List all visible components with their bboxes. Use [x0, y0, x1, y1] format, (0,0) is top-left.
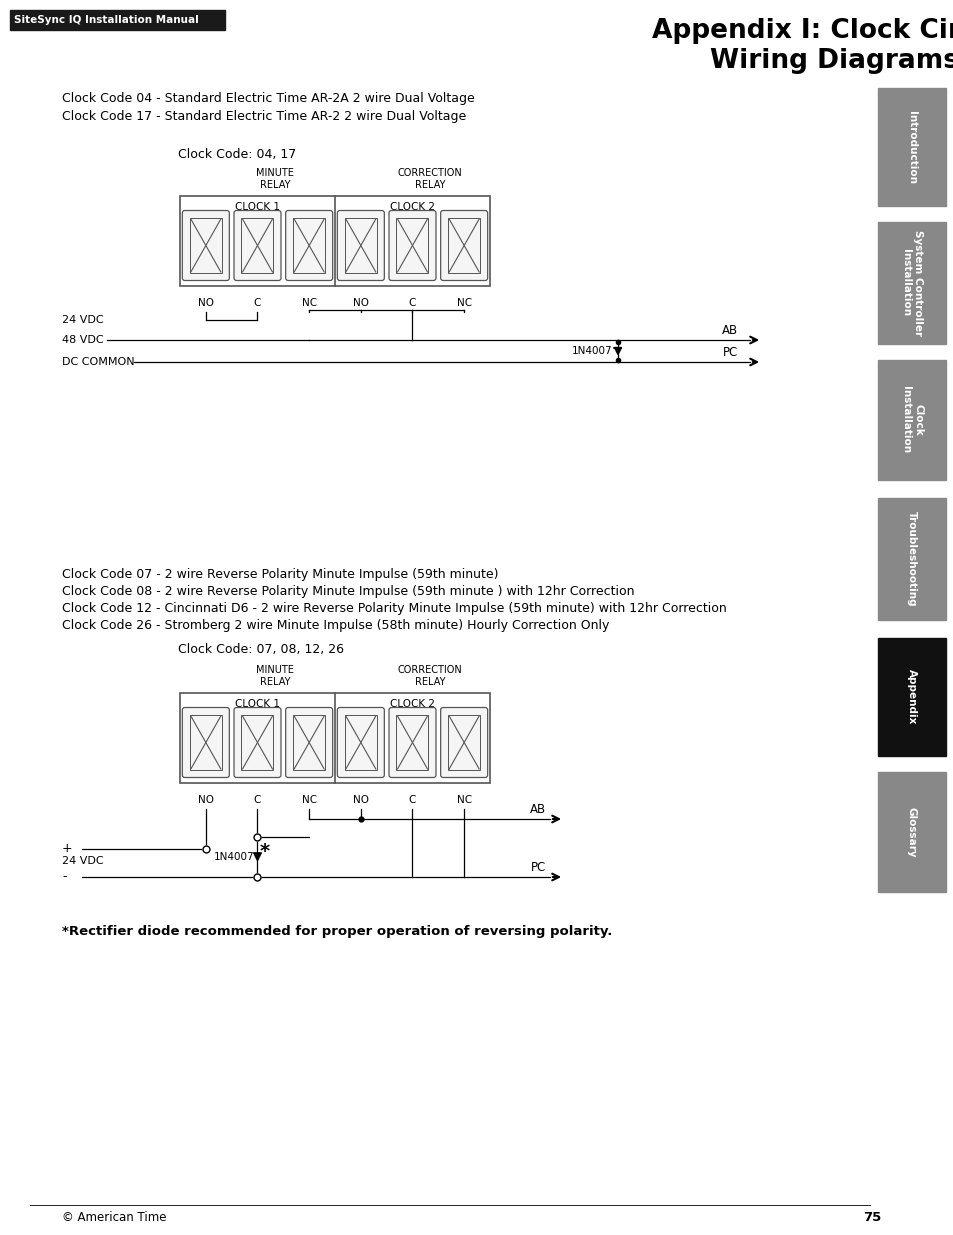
Text: Introduction: Introduction — [906, 110, 916, 184]
Text: NC: NC — [456, 298, 471, 308]
Text: Clock Code 12 - Cincinnati D6 - 2 wire Reverse Polarity Minute Impulse (59th min: Clock Code 12 - Cincinnati D6 - 2 wire R… — [62, 601, 726, 615]
Bar — [877, 222, 945, 345]
Text: PC: PC — [722, 346, 738, 359]
Text: C: C — [409, 795, 416, 805]
FancyBboxPatch shape — [440, 708, 487, 778]
Text: -: - — [62, 871, 67, 883]
Bar — [877, 498, 945, 620]
Text: Clock Code: 04, 17: Clock Code: 04, 17 — [178, 148, 296, 161]
Text: NC: NC — [456, 795, 471, 805]
Text: Wiring Diagrams: Wiring Diagrams — [710, 48, 953, 74]
Text: RELAY: RELAY — [259, 677, 290, 687]
Text: Clock Code 08 - 2 wire Reverse Polarity Minute Impulse (59th minute ) with 12hr : Clock Code 08 - 2 wire Reverse Polarity … — [62, 585, 634, 598]
FancyBboxPatch shape — [389, 708, 436, 778]
Text: NO: NO — [197, 795, 213, 805]
Polygon shape — [614, 347, 620, 354]
Bar — [877, 88, 945, 206]
Bar — [877, 359, 945, 480]
Text: CLOCK 2: CLOCK 2 — [390, 699, 435, 709]
FancyBboxPatch shape — [337, 708, 384, 778]
Text: NO: NO — [197, 298, 213, 308]
Text: NC: NC — [301, 795, 316, 805]
Bar — [190, 715, 222, 769]
Text: Appendix I: Clock Circuit: Appendix I: Clock Circuit — [652, 19, 953, 44]
FancyBboxPatch shape — [182, 210, 229, 280]
Text: Clock
Installation: Clock Installation — [900, 387, 923, 453]
Text: CLOCK 1: CLOCK 1 — [234, 203, 280, 212]
Text: System Controller
Installation: System Controller Installation — [900, 230, 923, 336]
FancyBboxPatch shape — [233, 708, 281, 778]
Text: SiteSync IQ Installation Manual: SiteSync IQ Installation Manual — [14, 15, 198, 25]
FancyBboxPatch shape — [182, 708, 229, 778]
Text: Clock Code 04 - Standard Electric Time AR-2A 2 wire Dual Voltage: Clock Code 04 - Standard Electric Time A… — [62, 91, 475, 105]
Text: CLOCK 2: CLOCK 2 — [390, 203, 435, 212]
Text: 24 VDC: 24 VDC — [62, 315, 104, 325]
FancyBboxPatch shape — [337, 210, 384, 280]
Bar — [448, 715, 479, 769]
Text: RELAY: RELAY — [259, 180, 290, 190]
Text: Clock Code: 07, 08, 12, 26: Clock Code: 07, 08, 12, 26 — [178, 643, 344, 656]
Text: NC: NC — [301, 298, 316, 308]
Bar — [293, 715, 325, 769]
Bar — [293, 219, 325, 273]
Text: 48 VDC: 48 VDC — [62, 335, 104, 345]
Bar — [10, 10, 225, 30]
Text: *Rectifier diode recommended for proper operation of reversing polarity.: *Rectifier diode recommended for proper … — [62, 925, 612, 939]
FancyBboxPatch shape — [285, 210, 333, 280]
Text: RELAY: RELAY — [415, 180, 445, 190]
Bar — [180, 196, 490, 287]
Text: CORRECTION: CORRECTION — [397, 168, 462, 178]
Text: C: C — [409, 298, 416, 308]
Text: MINUTE: MINUTE — [255, 168, 294, 178]
Text: Clock Code 07 - 2 wire Reverse Polarity Minute Impulse (59th minute): Clock Code 07 - 2 wire Reverse Polarity … — [62, 568, 498, 580]
Text: AB: AB — [529, 803, 545, 816]
Text: 1N4007: 1N4007 — [571, 346, 612, 356]
Bar — [190, 219, 222, 273]
Text: *: * — [259, 842, 270, 862]
Text: +: + — [62, 842, 72, 856]
Text: Clock Code 26 - Stromberg 2 wire Minute Impulse (58th minute) Hourly Correction : Clock Code 26 - Stromberg 2 wire Minute … — [62, 619, 609, 632]
Text: 1N4007: 1N4007 — [213, 852, 254, 862]
Bar — [448, 219, 479, 273]
Text: Glossary: Glossary — [906, 806, 916, 857]
Text: CLOCK 1: CLOCK 1 — [234, 699, 280, 709]
Text: DC COMMON: DC COMMON — [62, 357, 134, 367]
Bar — [241, 715, 274, 769]
Text: 75: 75 — [862, 1212, 881, 1224]
Bar — [877, 772, 945, 892]
Text: 24 VDC: 24 VDC — [62, 856, 104, 866]
Bar — [241, 219, 274, 273]
FancyBboxPatch shape — [440, 210, 487, 280]
Bar — [877, 638, 945, 756]
Bar — [344, 219, 376, 273]
Polygon shape — [253, 853, 261, 861]
Text: CORRECTION: CORRECTION — [397, 664, 462, 676]
FancyBboxPatch shape — [285, 708, 333, 778]
Bar — [180, 693, 490, 783]
Text: © American Time: © American Time — [62, 1212, 167, 1224]
Bar — [396, 715, 428, 769]
Text: PC: PC — [530, 861, 545, 874]
Bar — [344, 715, 376, 769]
Text: RELAY: RELAY — [415, 677, 445, 687]
Text: NO: NO — [353, 795, 369, 805]
FancyBboxPatch shape — [233, 210, 281, 280]
Text: C: C — [253, 795, 261, 805]
Bar — [396, 219, 428, 273]
FancyBboxPatch shape — [389, 210, 436, 280]
Text: AB: AB — [721, 324, 738, 337]
Text: NO: NO — [353, 298, 369, 308]
Text: Appendix: Appendix — [906, 669, 916, 725]
Text: C: C — [253, 298, 261, 308]
Text: MINUTE: MINUTE — [255, 664, 294, 676]
Text: Clock Code 17 - Standard Electric Time AR-2 2 wire Dual Voltage: Clock Code 17 - Standard Electric Time A… — [62, 110, 466, 124]
Text: Troubleshooting: Troubleshooting — [906, 511, 916, 606]
